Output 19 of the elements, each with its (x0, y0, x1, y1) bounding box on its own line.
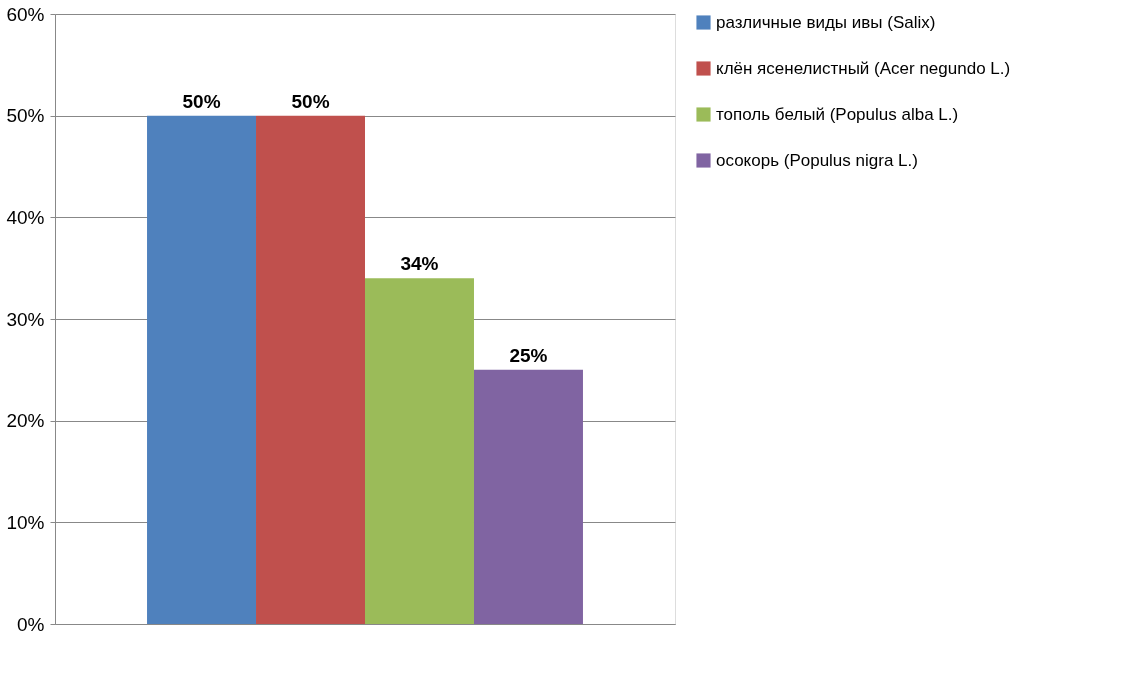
legend-label: клён ясенелистный (Acer negundo L.) (716, 58, 1011, 78)
data-label: 50% (291, 90, 330, 112)
legend-label: различные виды ивы (Salix) (716, 12, 936, 32)
y-tick-label: 40% (6, 206, 45, 228)
y-tick-label: 30% (6, 308, 45, 330)
data-label: 50% (182, 90, 221, 112)
bar (473, 369, 583, 624)
data-label: 25% (509, 344, 548, 366)
y-tick-label: 50% (6, 105, 45, 127)
bar (365, 278, 474, 624)
legend-label: тополь белый (Populus alba L.) (716, 104, 959, 124)
y-tick-label: 10% (6, 511, 45, 533)
y-tick-label: 60% (6, 3, 45, 25)
data-label: 34% (400, 253, 439, 275)
bar (256, 115, 365, 624)
bar (147, 115, 257, 624)
y-tick-label: 20% (6, 410, 45, 432)
legend-label: осокорь (Populus nigra L.) (716, 150, 918, 170)
y-tick-label: 0% (17, 613, 45, 635)
